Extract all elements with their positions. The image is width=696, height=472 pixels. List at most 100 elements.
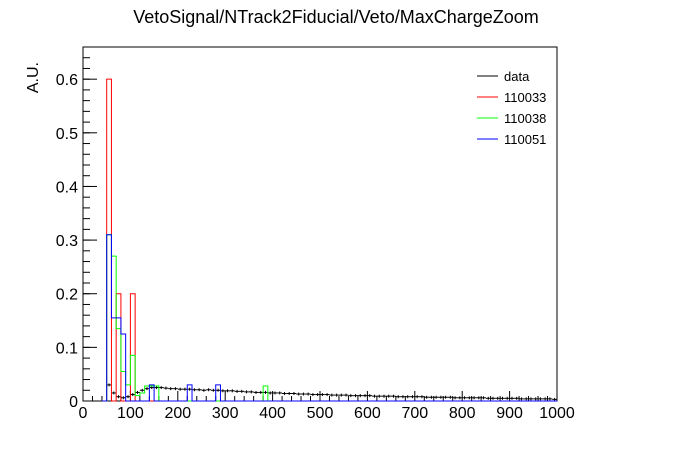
x-tick-label: 400 [259,405,286,422]
data-point [225,389,230,393]
series-step-line [101,234,557,402]
x-tick-label: 300 [212,405,239,422]
legend-label: 110033 [504,90,546,105]
data-point [329,393,335,397]
data-point [182,387,188,391]
x-tick-label: 1000 [539,405,575,422]
y-tick-label: 0.2 [56,287,78,304]
legend-label: data [504,69,530,84]
data-point [538,397,543,401]
legend-item-data: data [477,69,530,84]
data-point [495,396,501,400]
series-step-line [101,234,557,402]
data-point [239,389,245,393]
data-point [187,387,193,391]
x-tick-label: 900 [496,405,523,422]
data-point [125,395,131,399]
data-point [315,393,320,397]
y-tick-label: 0 [69,394,78,411]
data-point [547,397,553,401]
data-point [542,397,548,401]
legend-label: 110051 [504,132,546,147]
y-axis-label: A.U. [25,62,42,93]
data-point [429,395,434,399]
x-tick-label: 600 [354,405,381,422]
y-tick-label: 0.1 [56,340,78,357]
data-point [277,391,283,395]
y-tick-label: 0.4 [56,179,78,196]
data-point [291,391,297,395]
data-point [296,392,302,396]
y-tick-label: 0.6 [56,72,78,89]
data-point [120,396,126,400]
data-point [201,388,207,392]
data-point [462,396,467,400]
data-point [372,394,377,398]
data-point [533,397,539,401]
data-point [419,395,425,399]
data-point [343,393,349,397]
data-point [528,397,534,401]
data-point [552,397,557,401]
data-point [357,394,363,398]
legend-label: 110038 [504,111,546,126]
data-point [509,396,515,400]
data-point [130,393,136,397]
data-point [438,395,444,399]
data-point [139,388,145,392]
data-point [168,387,174,391]
data-point [301,392,306,396]
data-point [111,391,117,395]
data-point [229,389,235,393]
data-point [244,390,249,394]
data-point [410,395,415,399]
legend-item-110038: 110038 [477,111,546,126]
data-point [414,395,420,399]
data-point [433,395,439,399]
data-point [334,393,339,397]
data-point [457,396,463,400]
data-point [362,394,368,398]
series-110038 [101,234,557,402]
data-point [144,387,150,391]
data-point [452,396,458,400]
data-point [514,396,520,400]
data-point [163,386,169,390]
data-point [173,387,178,391]
data-point [391,394,396,398]
data-point [485,396,491,400]
data-point [234,389,240,393]
data-point [215,388,221,392]
legend: data 110033 110038 110051 [477,69,546,147]
data-point [305,392,311,396]
data-point [263,390,268,394]
data-point [248,390,254,394]
data-point [504,396,510,400]
data-point [324,393,330,397]
data-point [177,387,183,391]
data-point [519,397,524,401]
data-point [367,394,373,398]
data-point [206,388,211,392]
data-point [338,393,344,397]
x-tick-label: 100 [117,405,144,422]
series-layer [101,78,557,402]
data-point [310,393,316,397]
data-point [135,390,140,394]
y-tick-label: 0.5 [56,126,78,143]
y-axis: 0 0.1 0.2 0.3 0.4 0.5 0.6 [56,57,97,411]
x-tick-label: 700 [401,405,428,422]
data-point [424,395,430,399]
data-point [348,394,354,398]
data-point [395,395,401,399]
data-point [320,393,325,397]
series-data [106,383,557,401]
data-point [481,396,486,400]
data-point [376,394,382,398]
data-point [192,388,197,392]
data-point [405,395,411,399]
data-point [447,395,453,399]
data-point [106,383,112,387]
data-point [267,391,273,395]
